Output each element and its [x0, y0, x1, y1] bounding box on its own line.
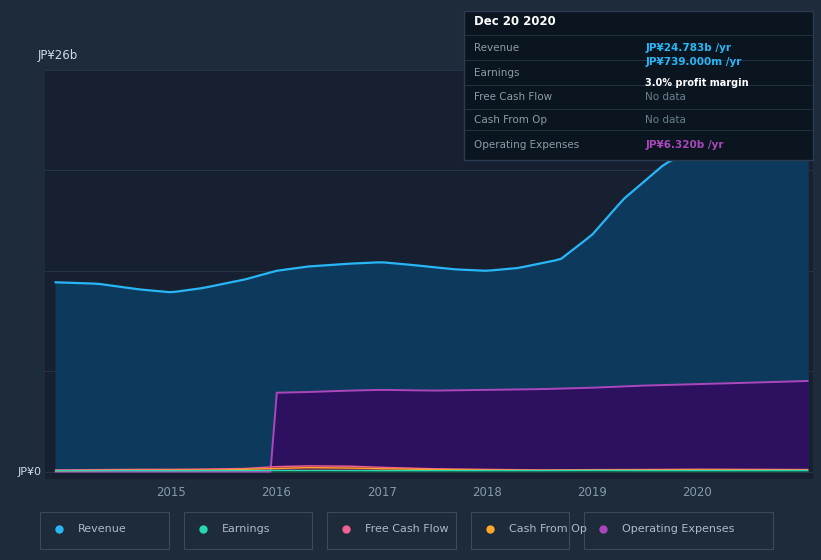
Text: JP¥6.320b /yr: JP¥6.320b /yr — [645, 140, 724, 150]
Text: JP¥739.000m /yr: JP¥739.000m /yr — [645, 57, 741, 67]
Text: No data: No data — [645, 92, 686, 102]
Text: Free Cash Flow: Free Cash Flow — [365, 524, 449, 534]
Text: Revenue: Revenue — [475, 43, 520, 53]
Text: No data: No data — [645, 115, 686, 124]
Text: Earnings: Earnings — [475, 68, 520, 78]
Text: Cash From Op: Cash From Op — [475, 115, 548, 124]
Text: JP¥24.783b /yr: JP¥24.783b /yr — [645, 43, 732, 53]
Text: JP¥0: JP¥0 — [17, 466, 41, 477]
Text: Operating Expenses: Operating Expenses — [475, 140, 580, 150]
Text: Operating Expenses: Operating Expenses — [622, 524, 734, 534]
Text: 3.0% profit margin: 3.0% profit margin — [645, 78, 749, 88]
Text: Cash From Op: Cash From Op — [509, 524, 586, 534]
Text: Revenue: Revenue — [78, 524, 127, 534]
Text: Earnings: Earnings — [222, 524, 270, 534]
Text: Free Cash Flow: Free Cash Flow — [475, 92, 553, 102]
Text: JP¥26b: JP¥26b — [38, 49, 78, 62]
Text: Dec 20 2020: Dec 20 2020 — [475, 15, 556, 28]
